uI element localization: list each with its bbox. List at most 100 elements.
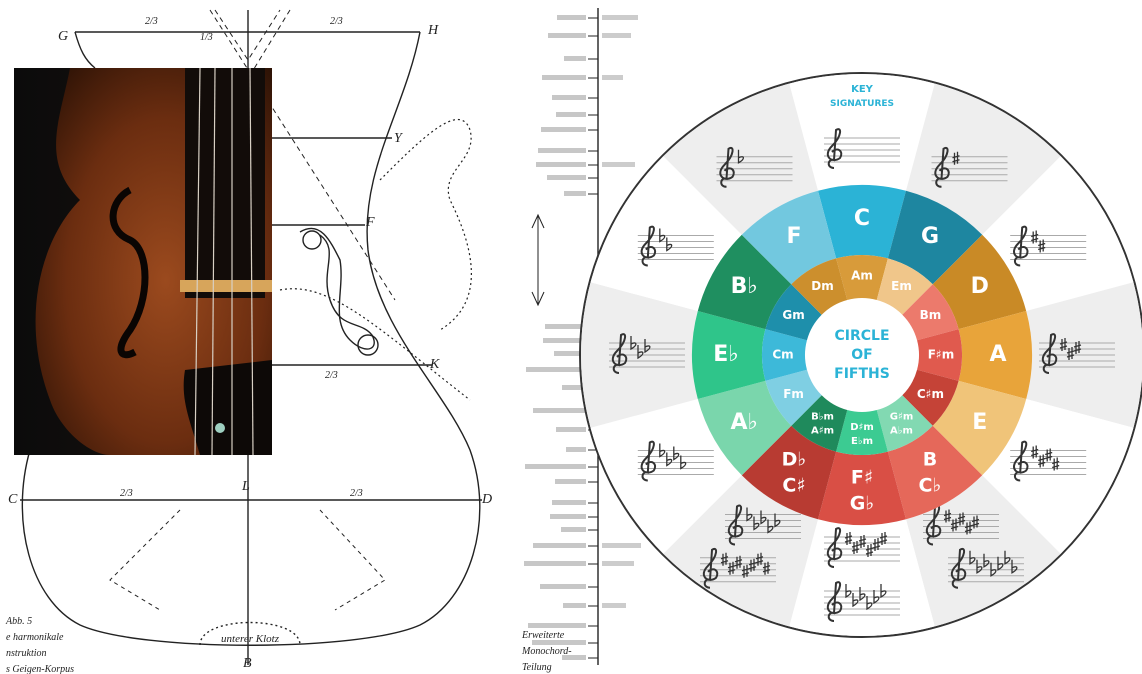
major-key: B♭ xyxy=(731,274,758,299)
flat xyxy=(969,550,976,565)
scale-mark xyxy=(547,175,586,180)
minor-wedge xyxy=(876,395,933,452)
key-signature xyxy=(1039,333,1115,374)
major-wedge xyxy=(697,234,792,330)
minor-key: F♯m xyxy=(928,348,955,362)
major-key: D xyxy=(971,274,989,299)
flat xyxy=(880,584,887,599)
flat xyxy=(659,443,666,458)
scale-mark xyxy=(602,162,635,167)
minor-key: A♭m xyxy=(890,425,913,436)
sharp xyxy=(720,552,729,566)
scale-mark xyxy=(602,561,634,566)
scale-mark xyxy=(542,75,586,80)
outer-wedge xyxy=(663,83,819,235)
major-wedge xyxy=(741,190,837,285)
minor-key: Cm xyxy=(772,348,793,362)
key-signature xyxy=(1010,440,1087,482)
scale-mark xyxy=(557,15,586,20)
sharp xyxy=(755,552,764,566)
flat xyxy=(845,584,852,599)
scale-mark xyxy=(541,127,586,132)
minor-wedge xyxy=(902,284,959,341)
scale-mark xyxy=(555,479,586,484)
treble-clef xyxy=(934,146,950,188)
key-signature xyxy=(824,581,900,622)
scale-mark xyxy=(602,15,638,20)
flat xyxy=(1004,550,1011,565)
scale-mark xyxy=(538,148,586,153)
outer-wedge xyxy=(663,475,819,627)
key-signature xyxy=(824,527,900,568)
flat xyxy=(666,452,673,467)
key-signature xyxy=(725,504,801,546)
treble-clef xyxy=(826,128,843,169)
fraction-label: 2/3 xyxy=(325,370,338,381)
sharp xyxy=(762,561,771,575)
bottom-label: unterer Klotz xyxy=(221,633,280,645)
major-key: C xyxy=(854,206,870,231)
sharp xyxy=(1038,454,1046,468)
violin-photo xyxy=(14,68,272,455)
minor-wedge xyxy=(836,254,888,300)
sharp xyxy=(879,532,888,545)
scale-mark xyxy=(602,33,631,38)
fraction-label: 2/3 xyxy=(120,488,133,499)
major-key: B xyxy=(923,448,937,470)
sharp xyxy=(865,544,874,557)
scale-mark xyxy=(556,427,586,432)
minor-wedge xyxy=(791,258,848,315)
scale-mark xyxy=(562,385,586,390)
key-signature xyxy=(923,504,999,546)
flat xyxy=(976,559,983,574)
minor-key: B♭m xyxy=(811,411,834,422)
sharp xyxy=(950,518,959,532)
major-key: G♭ xyxy=(850,493,875,515)
center-title: OF xyxy=(851,347,872,363)
sharp xyxy=(1031,445,1039,459)
minor-wedge xyxy=(836,410,888,456)
flat xyxy=(859,587,866,602)
treble-clef xyxy=(702,547,719,589)
major-key: E♭ xyxy=(713,342,738,367)
flat xyxy=(866,596,873,611)
minor-wedge xyxy=(902,369,959,426)
fraction-label: 2/3 xyxy=(350,488,363,499)
flat xyxy=(680,455,687,470)
flat xyxy=(852,593,859,608)
scale-mark xyxy=(602,543,641,548)
flat xyxy=(737,149,745,164)
center-circle xyxy=(807,300,917,410)
minor-key: C♯m xyxy=(917,387,944,401)
center-title: FIFTHS xyxy=(834,366,890,382)
point-label: G xyxy=(58,29,68,44)
sharp xyxy=(1066,347,1075,360)
treble-clef xyxy=(719,146,735,188)
scale-mark xyxy=(563,603,586,608)
minor-key: D♯m xyxy=(850,422,874,433)
sharp xyxy=(844,532,853,545)
minor-key: A♯m xyxy=(811,425,834,436)
treble-clef xyxy=(611,333,628,374)
point-label: K xyxy=(429,357,440,372)
flat xyxy=(767,519,774,534)
outer-wedge xyxy=(982,398,1134,554)
heading: KEY xyxy=(851,84,874,95)
scale-mark xyxy=(602,603,626,608)
scale-mark xyxy=(533,543,586,548)
sharp xyxy=(851,541,860,554)
flat xyxy=(630,336,637,351)
caption-line: s Geigen-Korpus xyxy=(6,664,74,674)
major-wedge xyxy=(818,184,906,259)
scale-mark xyxy=(564,56,586,61)
outer-wedge xyxy=(905,475,1061,627)
minor-key: E♭m xyxy=(851,436,873,447)
scale-mark xyxy=(540,584,586,589)
scale-mark xyxy=(602,75,623,80)
sharp xyxy=(957,512,966,526)
outer-wedge xyxy=(982,156,1134,312)
scale-mark xyxy=(552,95,586,100)
minor-wedge xyxy=(761,329,807,381)
point-label: Y xyxy=(394,131,404,146)
circle-of-fifths: KEY SIGNATURES C Am G Em D Bm A F♯m E C♯m B C♭ G♯m A♭m F… xyxy=(579,72,1142,638)
